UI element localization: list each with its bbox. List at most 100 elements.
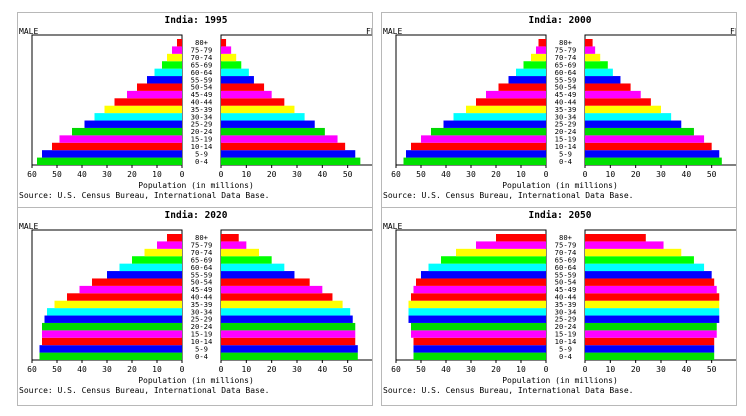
- male-bar-15-19: [421, 135, 546, 143]
- age-group-label: 70-74: [191, 248, 213, 257]
- female-bar-50-54: [221, 83, 265, 91]
- x-tick-label: 60: [391, 170, 401, 179]
- male-bar-45-49: [413, 285, 546, 294]
- age-group-label: 45-49: [191, 90, 213, 99]
- male-bar-20-24: [431, 127, 546, 136]
- age-group-label: 65-69: [191, 255, 213, 264]
- female-bar-80+: [585, 234, 646, 242]
- age-group-label: 0-4: [195, 352, 208, 361]
- x-tick-label: 0: [219, 170, 224, 179]
- male-bar-5-9: [39, 345, 182, 353]
- pyramid-panel-2050: India: 2050 MALE 0-4 5-9 10-14 15-19 20-24 25-2…: [381, 207, 737, 406]
- male-bar-45-49: [127, 90, 182, 99]
- male-bar-30-34: [47, 308, 182, 316]
- female-bar-15-19: [221, 330, 356, 338]
- source-note: Source: U.S. Census Bureau, Internationa…: [19, 191, 269, 200]
- male-bar-0-4: [413, 352, 546, 360]
- age-group-label: 25-29: [555, 315, 577, 324]
- male-bar-25-29: [84, 120, 182, 128]
- female-bar-0-4: [585, 157, 722, 165]
- male-bar-40-44: [411, 293, 546, 301]
- x-tick-label: 50: [707, 170, 717, 179]
- male-bar-25-29: [44, 315, 182, 323]
- chart-title: India: 2050: [529, 210, 592, 221]
- age-group-label: 65-69: [555, 255, 577, 264]
- female-bar-65-69: [585, 61, 608, 69]
- age-group-label: 10-14: [191, 142, 213, 151]
- male-bar-30-34: [408, 308, 546, 316]
- male-bar-35-39: [54, 300, 182, 309]
- age-group-label: 0-4: [195, 157, 208, 166]
- female-bar-40-44: [221, 98, 285, 106]
- female-bar-55-59: [221, 76, 254, 84]
- x-axis-label: Population (in millions): [502, 376, 618, 385]
- x-tick-label: 10: [516, 365, 526, 374]
- male-bar-35-39: [408, 300, 546, 309]
- male-bar-30-34: [94, 113, 182, 121]
- male-bar-45-49: [486, 90, 546, 99]
- female-bar-70-74: [221, 248, 259, 257]
- age-group-label: 5-9: [559, 149, 572, 158]
- female-bar-65-69: [221, 61, 242, 69]
- x-tick-label: 40: [441, 365, 451, 374]
- male-bar-55-59: [508, 76, 546, 84]
- female-bar-10-14: [585, 142, 712, 151]
- female-bar-35-39: [221, 105, 295, 114]
- male-bar-10-14: [52, 142, 182, 151]
- male-bar-50-54: [92, 278, 182, 286]
- age-group-label: 20-24: [555, 127, 577, 136]
- chart-title: India: 2000: [529, 15, 592, 26]
- male-bar-0-4: [39, 352, 182, 360]
- pyramid-chart-1995: India: 1995 MALE FE 0-45-910-1415-1920-2425…: [19, 15, 372, 200]
- age-group-label: 75-79: [555, 241, 577, 250]
- x-tick-label: 50: [416, 365, 426, 374]
- x-tick-label: 0: [583, 170, 588, 179]
- pyramid-chart-2000: India: 2000 MALE FE 0-45-910-1415-1920-2425…: [383, 15, 736, 200]
- male-bar-50-54: [498, 83, 546, 91]
- age-group-label: 15-19: [191, 330, 213, 339]
- female-bar-60-64: [585, 68, 613, 77]
- female-bar-30-34: [585, 308, 720, 316]
- male-bar-20-24: [42, 322, 182, 331]
- x-tick-label: 30: [292, 365, 302, 374]
- x-tick-label: 0: [583, 365, 588, 374]
- female-bar-75-79: [221, 46, 232, 54]
- male-bar-35-39: [104, 105, 182, 114]
- male-bar-60-64: [516, 68, 546, 77]
- x-tick-label: 20: [491, 170, 501, 179]
- x-tick-label: 50: [707, 365, 717, 374]
- x-tick-label: 30: [102, 365, 112, 374]
- x-tick-label: 40: [77, 365, 87, 374]
- female-bar-10-14: [221, 337, 356, 346]
- age-group-label: 40-44: [191, 98, 213, 107]
- age-group-label: 40-44: [191, 293, 213, 302]
- male-bar-70-74: [531, 53, 546, 62]
- female-bar-60-64: [221, 263, 285, 272]
- age-group-label: 35-39: [555, 300, 577, 309]
- age-group-label: 55-59: [191, 270, 213, 279]
- x-tick-label: 20: [127, 365, 137, 374]
- age-group-label: 5-9: [559, 344, 572, 353]
- x-tick-label: 40: [441, 170, 451, 179]
- x-tick-label: 0: [544, 365, 549, 374]
- male-bar-55-59: [107, 271, 182, 279]
- male-bar-25-29: [408, 315, 546, 323]
- female-bar-75-79: [585, 46, 596, 54]
- male-bar-60-64: [154, 68, 182, 77]
- female-bar-15-19: [221, 135, 338, 143]
- x-tick-label: 50: [343, 365, 353, 374]
- age-group-label: 80+: [195, 233, 209, 242]
- age-group-label: 15-19: [555, 330, 577, 339]
- age-group-label: 20-24: [191, 322, 213, 331]
- female-bar-50-54: [585, 278, 715, 286]
- male-bar-80+: [496, 234, 546, 242]
- age-group-label: 65-69: [191, 60, 213, 69]
- female-bar-30-34: [221, 308, 351, 316]
- x-tick-label: 40: [318, 170, 328, 179]
- male-bar-55-59: [421, 271, 546, 279]
- age-group-label: 0-4: [559, 157, 572, 166]
- pyramid-chart-2050: India: 2050 MALE 0-45-910-1415-1920-2425-2…: [383, 210, 736, 395]
- x-tick-label: 10: [242, 365, 252, 374]
- male-bar-70-74: [167, 53, 182, 62]
- female-bar-15-19: [585, 330, 717, 338]
